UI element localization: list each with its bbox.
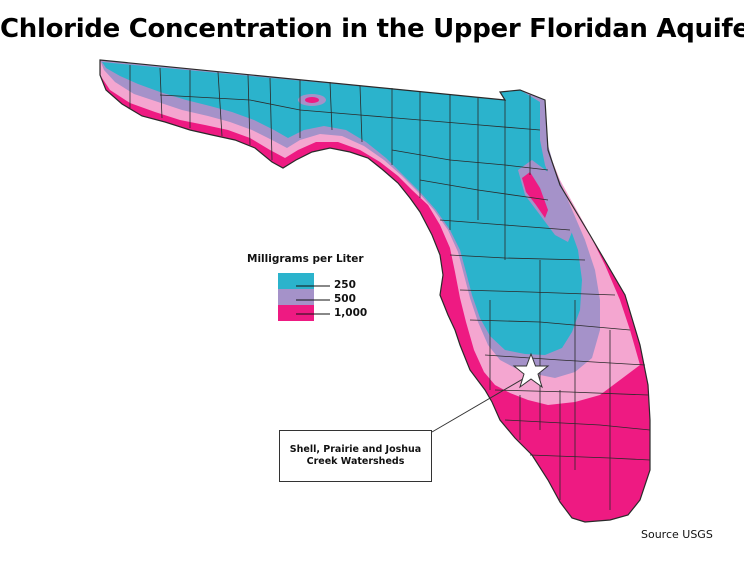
watershed-callout: Shell, Prairie and Joshua Creek Watershe…: [279, 430, 432, 482]
map-title: Chloride Concentration in the Upper Flor…: [0, 14, 744, 44]
zone-east-inlet-core: [522, 172, 548, 218]
legend-label-250: 250: [334, 279, 356, 291]
zone-low: [102, 62, 582, 355]
legend-label-500: 500: [334, 293, 356, 305]
legend-swatch-1000: [278, 305, 314, 321]
legend-swatch-500: [278, 289, 314, 305]
callout-leader-line: [431, 375, 529, 433]
county-boundaries: [99, 59, 651, 523]
source-credit: Source USGS: [641, 528, 713, 541]
star-icon: [512, 352, 550, 389]
zone-spot-north-core: [305, 97, 319, 103]
legend-label-1000: 1,000: [334, 307, 368, 319]
legend-title: Milligrams per Liter: [247, 253, 364, 265]
legend-swatch-250: [278, 273, 314, 289]
watershed-callout-label: Shell, Prairie and Joshua Creek Watershe…: [289, 444, 422, 467]
